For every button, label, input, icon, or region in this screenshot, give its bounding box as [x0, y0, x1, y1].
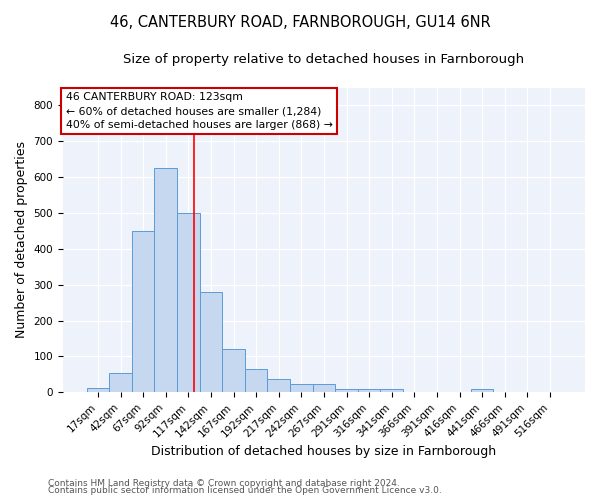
Bar: [335, 389, 358, 392]
Bar: [313, 384, 335, 392]
Bar: [132, 231, 154, 392]
Text: 46 CANTERBURY ROAD: 123sqm
← 60% of detached houses are smaller (1,284)
40% of s: 46 CANTERBURY ROAD: 123sqm ← 60% of deta…: [65, 92, 332, 130]
X-axis label: Distribution of detached houses by size in Farnborough: Distribution of detached houses by size …: [151, 444, 497, 458]
Title: Size of property relative to detached houses in Farnborough: Size of property relative to detached ho…: [124, 52, 524, 66]
Y-axis label: Number of detached properties: Number of detached properties: [15, 142, 28, 338]
Bar: [380, 389, 403, 392]
Bar: [86, 388, 109, 392]
Bar: [290, 384, 313, 392]
Bar: [154, 168, 177, 392]
Bar: [109, 372, 132, 392]
Bar: [471, 389, 493, 392]
Text: 46, CANTERBURY ROAD, FARNBOROUGH, GU14 6NR: 46, CANTERBURY ROAD, FARNBOROUGH, GU14 6…: [110, 15, 490, 30]
Bar: [177, 213, 200, 392]
Text: Contains public sector information licensed under the Open Government Licence v3: Contains public sector information licen…: [48, 486, 442, 495]
Bar: [222, 350, 245, 393]
Bar: [245, 369, 268, 392]
Bar: [358, 389, 380, 392]
Bar: [200, 292, 222, 392]
Bar: [268, 378, 290, 392]
Text: Contains HM Land Registry data © Crown copyright and database right 2024.: Contains HM Land Registry data © Crown c…: [48, 478, 400, 488]
